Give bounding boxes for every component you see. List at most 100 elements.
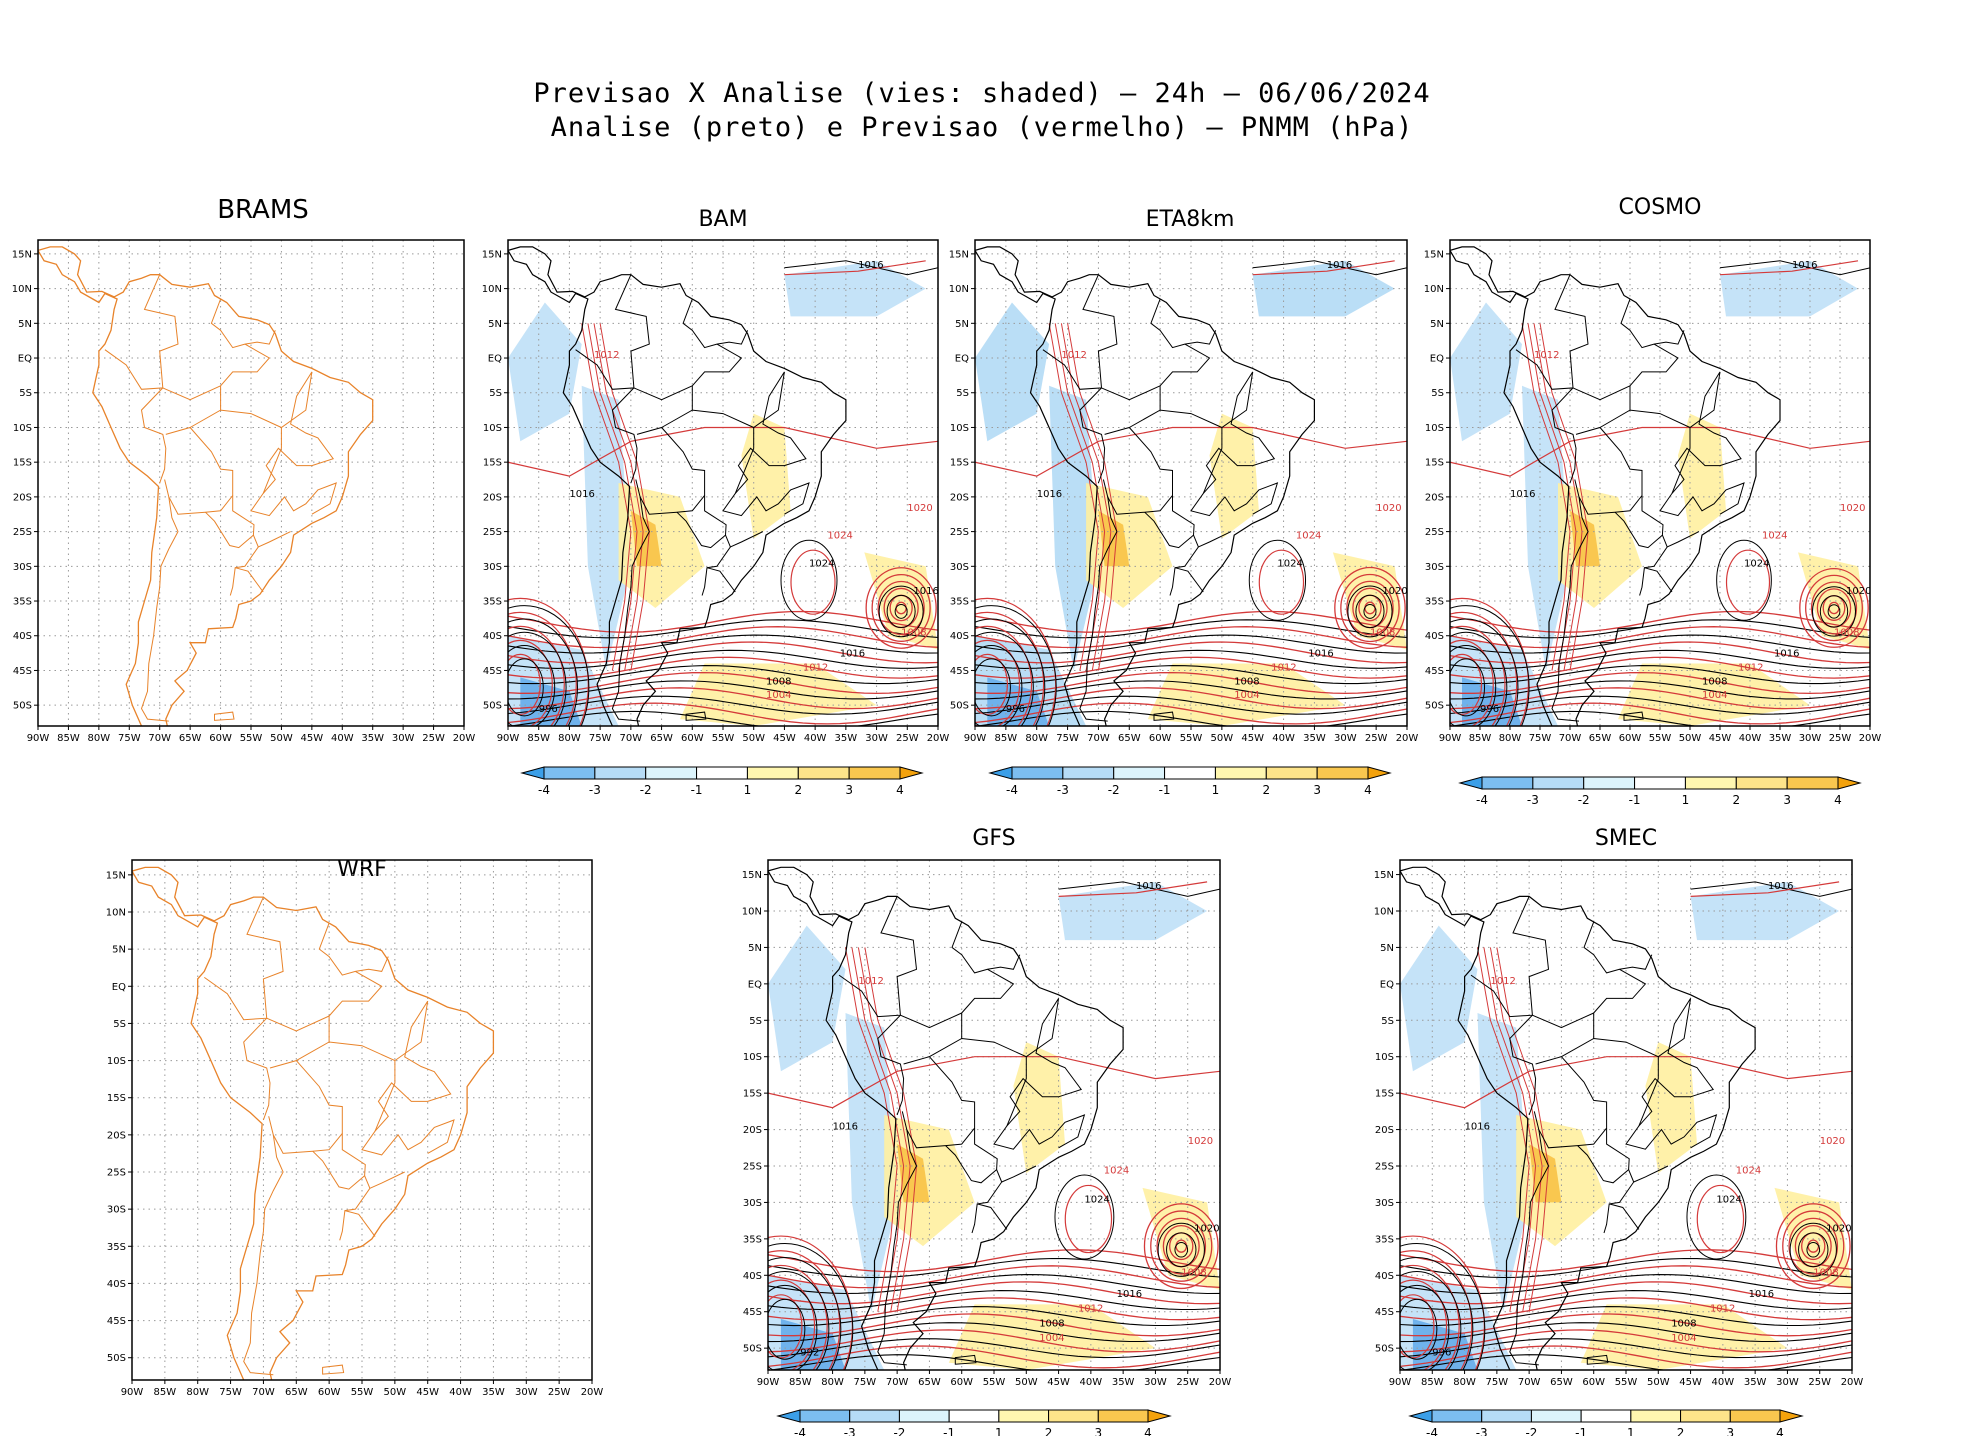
bias-negative-area — [1450, 302, 1522, 442]
colorbar-label: -4 — [1476, 793, 1488, 807]
contour-label: 1008 — [1234, 676, 1259, 687]
panel-title-cosmo: COSMO — [1618, 195, 1702, 220]
lon-tick-label: 90W — [1389, 1377, 1412, 1388]
contour-label: 1024 — [1736, 1165, 1761, 1176]
lon-tick-label: 70W — [148, 733, 171, 744]
lat-tick-label: 30S — [743, 1198, 762, 1209]
lat-tick-label: 25S — [1425, 527, 1444, 538]
caribbean-islands — [1543, 223, 1579, 234]
lon-tick-label: 85W — [154, 1387, 177, 1398]
lon-tick-label: 45W — [1679, 1377, 1702, 1388]
contour-label: 1008 — [1813, 1267, 1838, 1278]
lat-tick-label: 20S — [1425, 492, 1444, 503]
contour-label: 1016 — [1465, 1122, 1490, 1133]
lon-tick-label: 20W — [1209, 1377, 1232, 1388]
coastline — [975, 246, 1315, 726]
contour-label: 1012 — [1078, 1304, 1103, 1315]
lon-tick-label: 85W — [1421, 1377, 1444, 1388]
colorbar-label: 1 — [1682, 793, 1690, 807]
lon-tick-label: 20W — [1859, 733, 1882, 744]
bias-positive-area — [1209, 413, 1259, 539]
bias-negative-area — [1049, 385, 1099, 671]
colorbar-label: -1 — [691, 783, 703, 797]
colorbar-label: 3 — [1783, 793, 1791, 807]
bias-negative-area — [1477, 1013, 1530, 1312]
lon-tick-label: 50W — [1647, 1377, 1670, 1388]
lat-tick-label: EQ — [1380, 979, 1394, 990]
contour-label: 1016 — [1774, 649, 1799, 660]
lat-tick-label: 10S — [483, 423, 502, 434]
lat-tick-label: 30S — [950, 562, 969, 573]
lon-tick-label: 50W — [1679, 733, 1702, 744]
lat-tick-label: 20S — [13, 492, 32, 503]
lat-tick-label: 20S — [950, 492, 969, 503]
colorbar-label: 3 — [1313, 783, 1321, 797]
contour-label: 1012 — [1738, 662, 1763, 673]
contour-label: 1024 — [827, 531, 852, 542]
colorbar-cosmo: -4 -3 -2 -1 1 2 3 4 — [1458, 776, 1862, 807]
colorbar-label: 2 — [1677, 1426, 1685, 1436]
contour-label: 992 — [800, 1347, 819, 1358]
contour-label: 1008 — [1834, 628, 1859, 639]
caribbean-islands — [1500, 842, 1539, 853]
lon-tick-label: 35W — [361, 733, 384, 744]
lat-tick-label: 25S — [950, 527, 969, 538]
lon-tick-label: 40W — [1712, 1377, 1735, 1388]
panel-title-smec: SMEC — [1594, 826, 1658, 851]
lon-tick-label: 60W — [209, 733, 232, 744]
lat-tick-label: 40S — [107, 1279, 126, 1290]
contour-label: 996 — [539, 704, 558, 715]
lon-tick-label: 40W — [804, 733, 827, 744]
contour-label: 1020 — [1194, 1224, 1219, 1235]
contour-label: 1008 — [901, 628, 926, 639]
lon-tick-label: 35W — [1112, 1377, 1135, 1388]
lon-tick-label: 20W — [1841, 1377, 1864, 1388]
lon-tick-label: 80W — [1453, 1377, 1476, 1388]
lon-tick-label: 50W — [384, 1387, 407, 1398]
colorbar-label: -4 — [1426, 1426, 1438, 1436]
lat-tick-label: 15S — [107, 1093, 126, 1104]
lat-tick-label: 25S — [13, 527, 32, 538]
contour-label: 1020 — [1188, 1136, 1213, 1147]
lat-tick-label: 45S — [483, 666, 502, 677]
lon-tick-label: 65W — [650, 733, 673, 744]
lat-tick-label: 10N — [106, 908, 126, 919]
lon-tick-label: 50W — [1211, 733, 1234, 744]
contour-label: 1024 — [1104, 1165, 1129, 1176]
coastline — [508, 246, 847, 726]
colorbar-label: -2 — [893, 1426, 905, 1436]
lon-tick-label: 85W — [57, 733, 80, 744]
contour-label: 1016 — [913, 586, 938, 597]
contour-label: 1004 — [1671, 1333, 1696, 1344]
lat-tick-label: 5N — [18, 319, 32, 330]
lon-tick-label: 65W — [179, 733, 202, 744]
lon-tick-label: 55W — [983, 1377, 1006, 1388]
lon-tick-label: 60W — [1149, 733, 1172, 744]
contour-label: 996 — [1432, 1347, 1451, 1358]
lon-tick-label: 55W — [712, 733, 735, 744]
lat-tick-label: EQ — [1430, 354, 1444, 365]
lon-tick-label: 25W — [1176, 1377, 1199, 1388]
lat-tick-label: 50S — [1425, 701, 1444, 712]
axis-labels: 15N 10N 5N EQ 5S 10S 15S 20S 25S 30S 35S 40S 45S 50S 9… — [742, 870, 1232, 1388]
colorbar-label: -2 — [1108, 783, 1120, 797]
lat-tick-label: 40S — [483, 631, 502, 642]
lat-tick-label: 15N — [742, 870, 762, 881]
lat-tick-label: 5S — [489, 388, 502, 399]
colorbar-label: 4 — [1834, 793, 1842, 807]
lat-tick-label: 10N — [1374, 907, 1394, 918]
colorbar-label: -1 — [943, 1426, 955, 1436]
contour-label: 1016 — [840, 649, 865, 660]
lat-tick-label: 40S — [13, 631, 32, 642]
lon-tick-label: 25W — [422, 733, 445, 744]
lat-tick-label: 50S — [950, 701, 969, 712]
colorbar-label: -2 — [640, 783, 652, 797]
falklands — [214, 711, 235, 721]
bias-negative-area — [581, 385, 631, 671]
country-borders — [204, 896, 455, 1376]
lat-tick-label: 50S — [483, 701, 502, 712]
lon-tick-label: 65W — [1589, 733, 1612, 744]
contour-label: 1024 — [809, 558, 834, 569]
contour-label: 1008 — [1671, 1318, 1696, 1329]
